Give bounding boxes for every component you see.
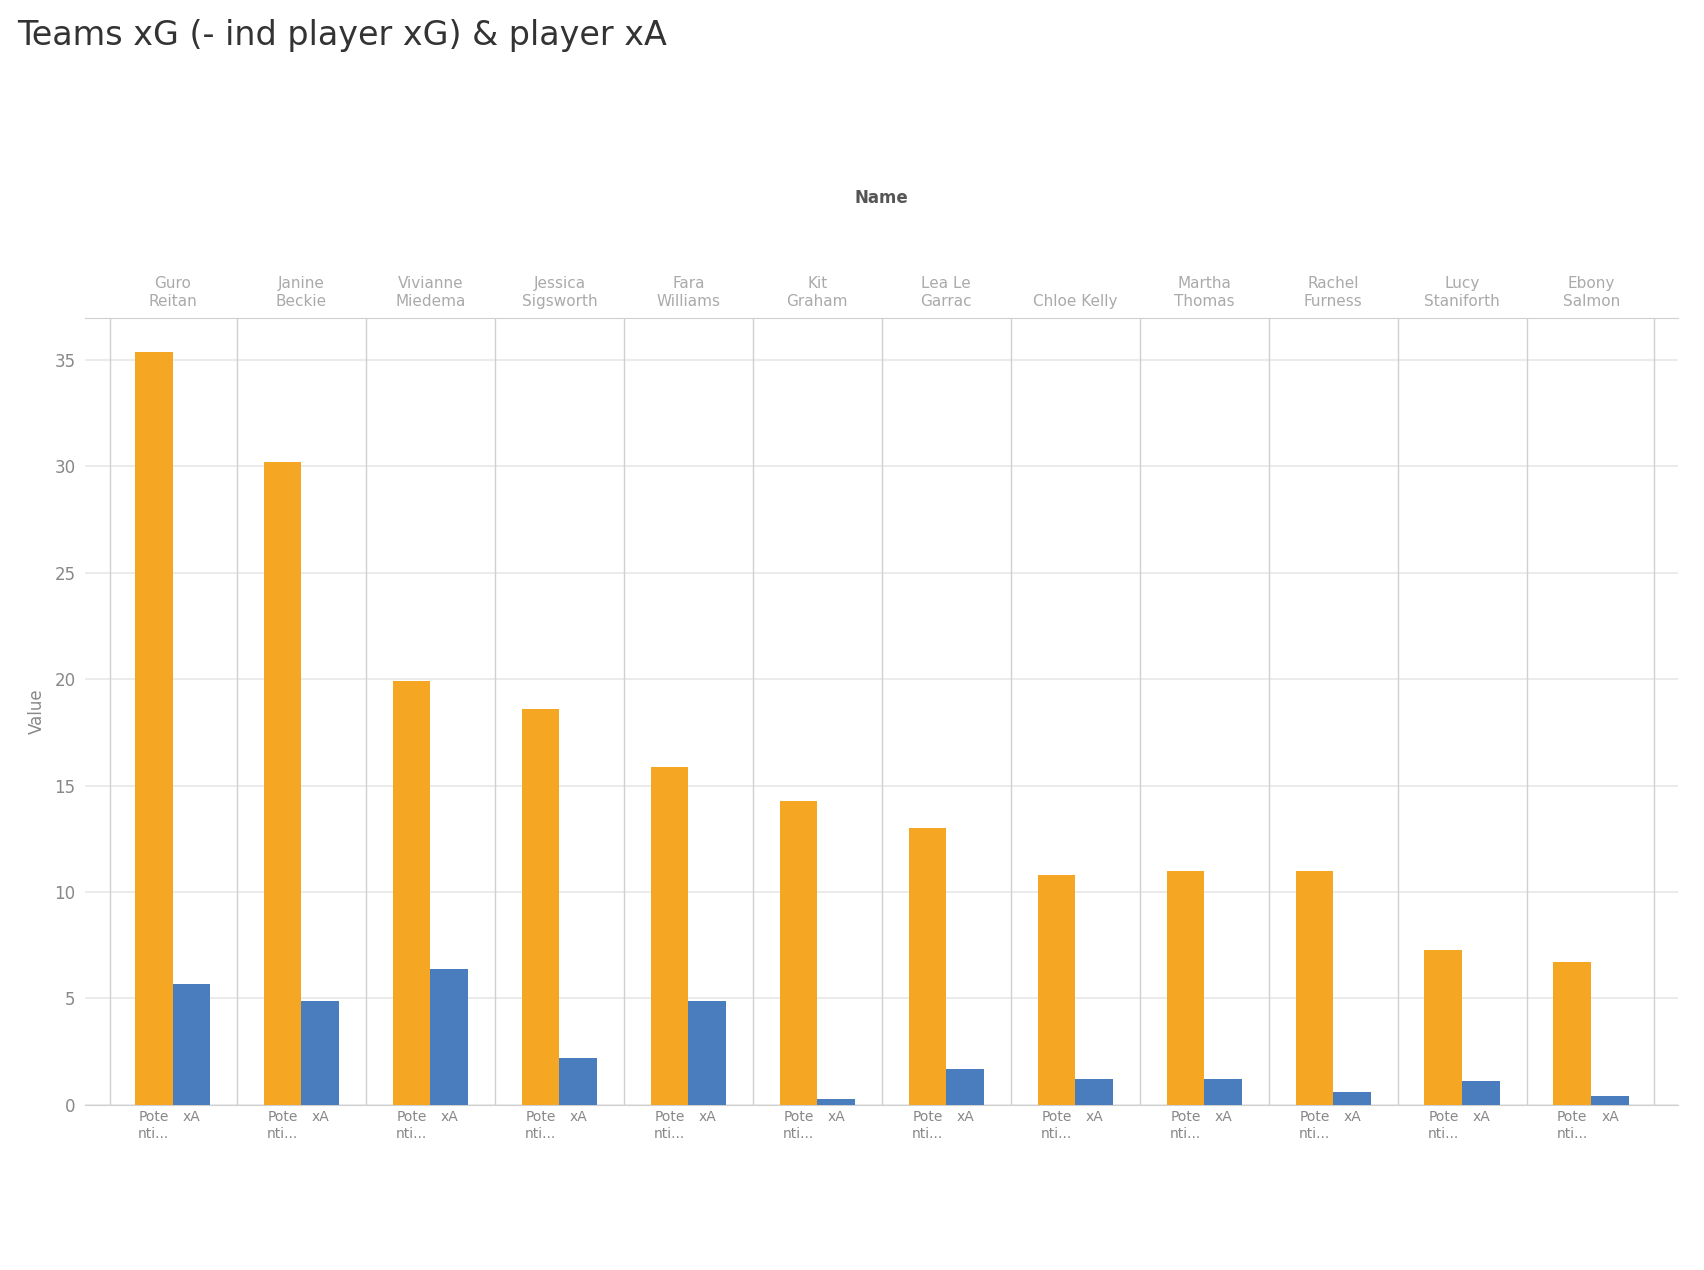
Bar [1038, 875, 1075, 1105]
Bar [908, 828, 946, 1105]
Bar [1333, 1092, 1372, 1105]
X-axis label: Name: Name [855, 189, 908, 207]
Bar [521, 709, 559, 1105]
Bar [559, 1058, 596, 1105]
Bar [1167, 871, 1205, 1105]
Bar [946, 1069, 983, 1105]
Bar [1205, 1080, 1242, 1105]
Bar [392, 682, 431, 1105]
Text: Teams xG (- ind player xG) & player xA: Teams xG (- ind player xG) & player xA [17, 19, 666, 52]
Bar [1295, 871, 1333, 1105]
Bar [1425, 950, 1462, 1105]
Bar [264, 462, 302, 1105]
Bar [1075, 1080, 1113, 1105]
Bar [135, 352, 172, 1105]
Bar [818, 1099, 855, 1105]
Bar [688, 1001, 726, 1105]
Bar [431, 969, 469, 1105]
Bar [1554, 963, 1592, 1105]
Y-axis label: Value: Value [27, 688, 46, 734]
Bar [172, 983, 210, 1105]
Bar [302, 1001, 339, 1105]
Bar [1462, 1082, 1500, 1105]
Bar [1592, 1096, 1629, 1105]
Bar [780, 800, 818, 1105]
Bar [651, 767, 688, 1105]
